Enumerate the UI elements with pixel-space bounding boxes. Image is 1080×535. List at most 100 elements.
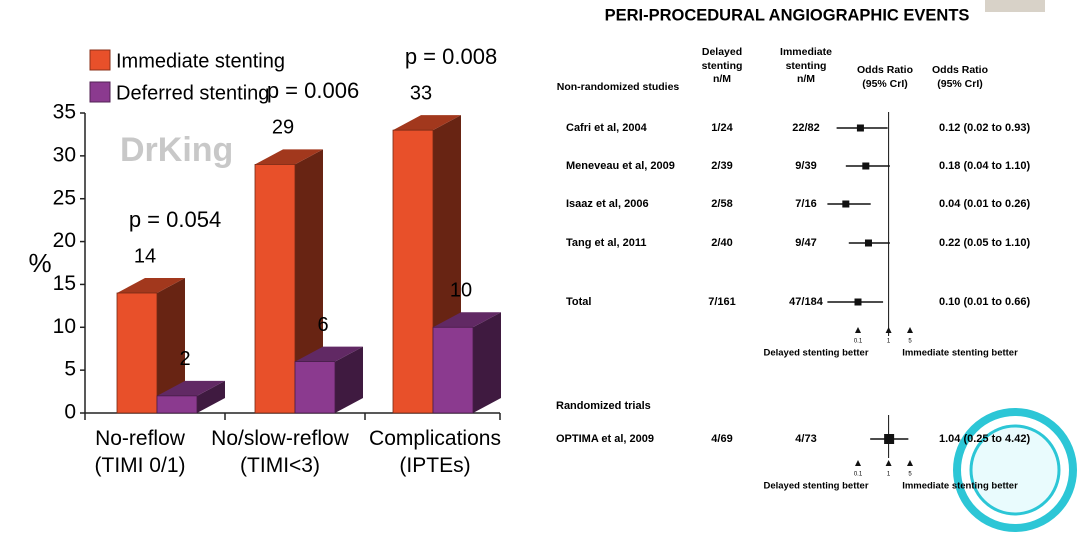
- immediate-count: 9/47: [795, 237, 816, 249]
- column-header: Non-randomized studies: [556, 81, 680, 93]
- photo-corner: [985, 0, 1045, 12]
- column-header: Odds Ratio (95% CrI): [856, 64, 914, 90]
- value-label: 33: [410, 82, 432, 104]
- point-estimate: [864, 239, 872, 247]
- odds-ratio-label: 0.10 (0.01 to 0.66): [939, 296, 1030, 308]
- tick-arrow: [855, 327, 861, 333]
- p-value: p = 0.008: [405, 44, 497, 69]
- point-estimate: [842, 200, 850, 208]
- y-tick-label: 5: [64, 358, 76, 381]
- bar: [156, 380, 225, 414]
- bar-front: [156, 395, 198, 414]
- y-tick-label: 30: [53, 143, 76, 166]
- logo-core: [969, 424, 1061, 516]
- group-label: Randomized trials: [556, 400, 651, 412]
- immediate-count: 22/82: [792, 122, 820, 134]
- y-tick-label: 0: [64, 401, 76, 424]
- x-tick-label: No-reflow (TIMI 0/1): [94, 427, 186, 478]
- study-name: Cafri et al, 2004: [566, 122, 648, 134]
- legend-label: Immediate stenting: [116, 50, 285, 72]
- x-tick-label: Complications (IPTEs): [369, 427, 501, 478]
- bar-front: [254, 164, 296, 414]
- x-tick-label: 1: [887, 339, 891, 345]
- study-name: Tang et al, 2011: [566, 237, 647, 249]
- point-estimate: [884, 434, 895, 444]
- value-label: 29: [272, 117, 294, 139]
- bar-top: [433, 312, 501, 328]
- odds-ratio-label: 0.22 (0.05 to 1.10): [939, 237, 1030, 249]
- bar-top: [393, 115, 461, 131]
- column-header: Immediate stenting n/M: [780, 46, 832, 86]
- odds-ratio-label: 0.12 (0.02 to 0.93): [939, 122, 1030, 134]
- bar-front: [432, 326, 474, 414]
- legend-label: Deferred stenting: [116, 82, 269, 104]
- bar-top: [117, 278, 185, 293]
- legend-swatch: [89, 81, 111, 103]
- immediate-count: 4/73: [795, 433, 816, 445]
- right-caption: Immediate stenting better: [902, 348, 1018, 359]
- y-tick-label: 15: [53, 272, 76, 295]
- bar: [254, 149, 323, 414]
- bar-side: [295, 149, 323, 413]
- left-caption: Delayed stenting better: [763, 348, 868, 359]
- logo-ring: [953, 408, 1077, 532]
- y-tick-label: 10: [53, 315, 76, 338]
- point-estimate: [854, 298, 862, 306]
- x-tick-label: No/slow-reflow (TIMI<3): [211, 427, 349, 478]
- study-name: Isaaz et al, 2006: [566, 198, 649, 210]
- y-tick-label: 25: [53, 186, 76, 209]
- legend-swatch: [89, 49, 111, 71]
- bar-side: [335, 346, 363, 413]
- bar-front: [392, 129, 434, 414]
- study-name: OPTIMA et al, 2009: [556, 433, 654, 445]
- value-label: 6: [317, 314, 328, 336]
- bar: [432, 312, 501, 414]
- value-label: 2: [179, 348, 190, 370]
- immediate-count: 9/39: [795, 160, 816, 172]
- delayed-count: 1/24: [711, 122, 733, 134]
- bar-top: [295, 346, 363, 362]
- bar-side: [473, 312, 501, 413]
- tick-arrow: [907, 460, 913, 466]
- bar-side: [197, 380, 225, 413]
- odds-ratio-label: 1.04 (0.25 to 4.42): [939, 433, 1030, 445]
- column-header: Odds Ratio (95% CrI): [931, 64, 989, 90]
- y-tick-label: 20: [53, 229, 76, 252]
- p-value: p = 0.054: [129, 207, 221, 232]
- odds-ratio-label: 0.18 (0.04 to 1.10): [939, 160, 1030, 172]
- point-estimate: [856, 124, 864, 132]
- bar-front: [116, 292, 158, 414]
- x-tick-label: 0.1: [854, 339, 863, 345]
- x-tick-label: 0.1: [854, 472, 863, 478]
- x-tick-label: 5: [908, 339, 912, 345]
- watermark: DrKing: [120, 131, 233, 169]
- bar-side: [157, 278, 185, 413]
- right-caption: Immediate stenting better: [902, 481, 1018, 492]
- study-name: Meneveau et al, 2009: [566, 160, 675, 172]
- point-estimate: [862, 162, 870, 170]
- delayed-count: 2/58: [711, 198, 732, 210]
- tick-arrow: [907, 327, 913, 333]
- bar: [294, 346, 363, 414]
- p-value: p = 0.006: [267, 78, 359, 103]
- left-caption: Delayed stenting better: [763, 481, 868, 492]
- bar-top: [255, 149, 323, 165]
- column-header: Delayed stenting n/M: [701, 46, 743, 86]
- bar-front: [294, 361, 336, 414]
- bar-top: [157, 380, 225, 396]
- tick-arrow: [885, 460, 892, 466]
- y-tick-label: 35: [53, 101, 76, 124]
- x-tick-label: 5: [908, 472, 912, 478]
- delayed-count: 2/40: [711, 237, 732, 249]
- tick-arrow: [855, 460, 861, 466]
- immediate-count: 47/184: [789, 296, 824, 308]
- value-label: 10: [450, 280, 472, 302]
- x-tick-label: 1: [887, 472, 891, 478]
- y-axis-label: %: [28, 248, 51, 278]
- delayed-count: 7/161: [708, 296, 736, 308]
- forest-title: PERI-PROCEDURAL ANGIOGRAPHIC EVENTS: [605, 6, 970, 24]
- value-label: 14: [134, 245, 156, 267]
- delayed-count: 2/39: [711, 160, 732, 172]
